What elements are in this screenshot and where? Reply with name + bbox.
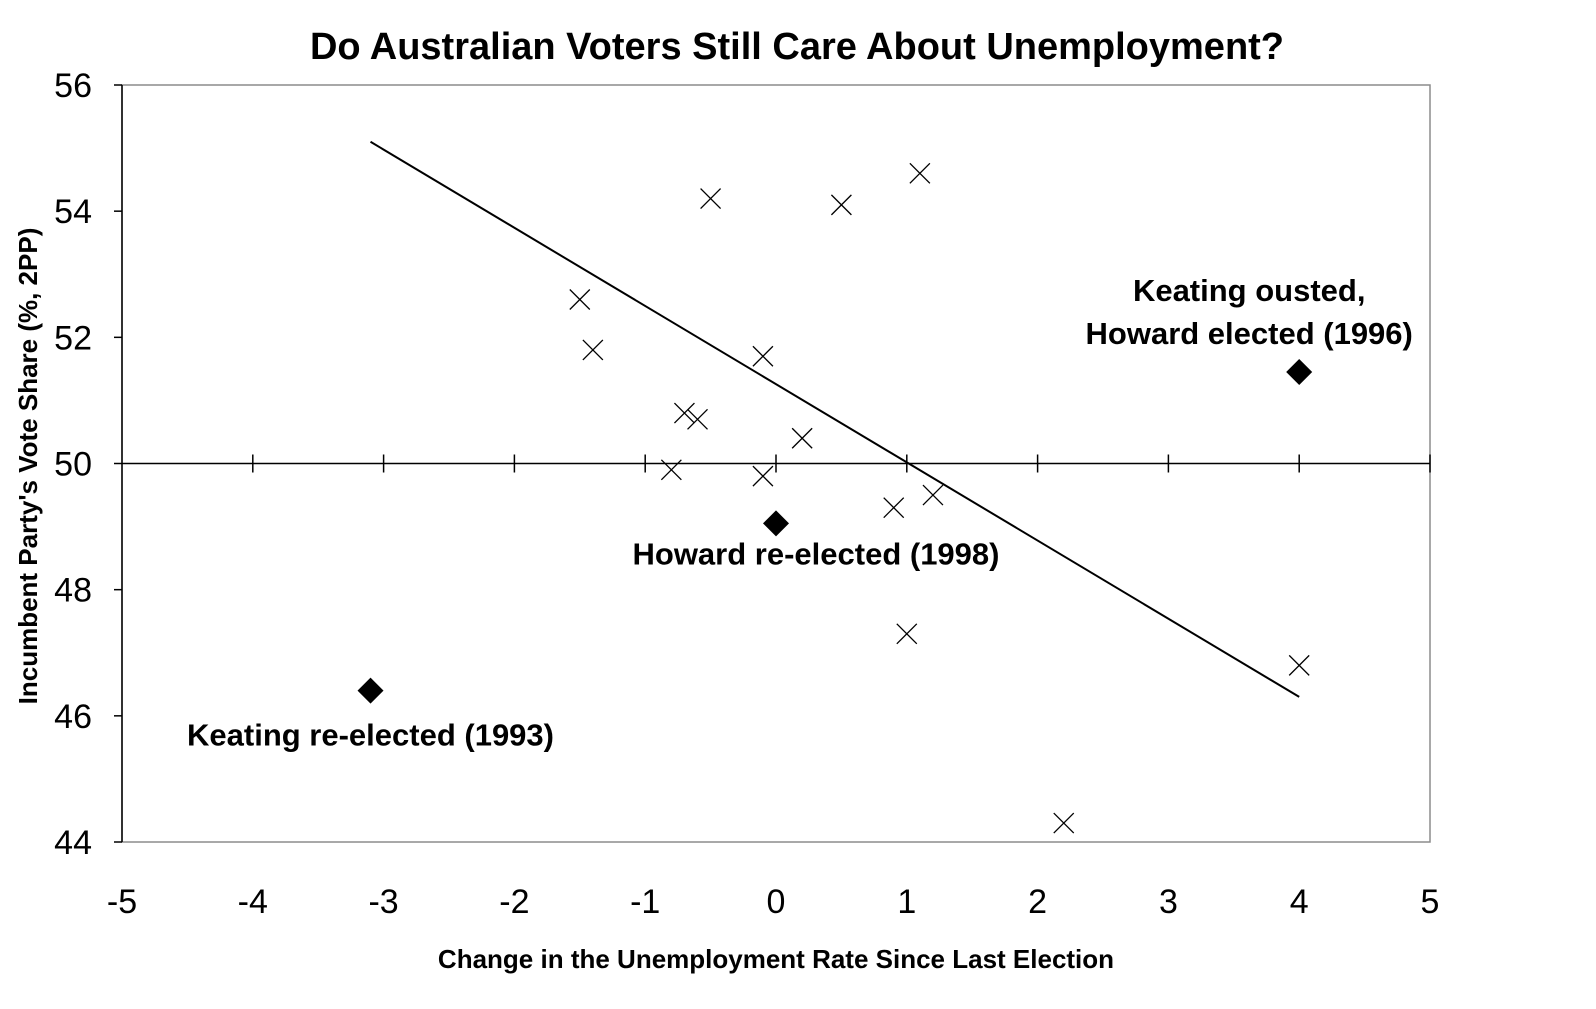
x-marker-point [1053,812,1075,834]
y-axis-title: Incumbent Party's Vote Share (%, 2PP) [13,228,43,705]
x-marker-point [922,484,944,506]
trendline-segment [370,140,1300,698]
x-tick-label: 4 [1290,883,1309,921]
y-tick-label: 52 [54,319,92,357]
x-marker-point [673,402,695,424]
x-tick-label: 3 [1159,883,1178,921]
x-axis-title: Change in the Unemployment Rate Since La… [438,944,1114,974]
x-tick-label: 1 [897,883,916,921]
x-marker-point [752,345,774,367]
x-tick-label: -2 [499,883,529,921]
x-marker-point [660,459,682,481]
point-annotation-line: Keating ousted, [1133,273,1366,308]
diamond-marker-point [763,510,789,537]
x-tick-label: 0 [767,883,786,921]
x-marker-point [687,408,708,430]
diamond-marker-series [357,359,1313,704]
x-marker-point [830,194,852,216]
x-tick-label: -3 [368,883,398,921]
x-tick-label: -1 [630,883,660,921]
x-tick-label: 2 [1028,883,1047,921]
x-marker-point [909,162,931,184]
x-marker-series [569,162,1310,834]
reference-line-ticks [252,454,1431,473]
x-marker-point [700,188,722,210]
x-marker-point [883,497,905,519]
x-marker-point [569,289,591,310]
diamond-marker-point [1286,359,1313,386]
trendline [370,140,1300,698]
x-marker-point [582,339,604,361]
y-tick-label: 56 [54,67,92,105]
x-marker-point [1288,654,1310,676]
point-annotation-line: Howard elected (1996) [1086,316,1413,351]
x-marker-point [896,623,918,645]
point-annotation: Keating re-elected (1993) [187,718,554,753]
x-marker-point [752,465,774,487]
annotations: Keating re-elected (1993) Howard re-elect… [187,273,1413,753]
y-tick-label: 48 [54,572,92,610]
x-marker-point [791,427,813,449]
y-tick-label: 44 [54,824,92,862]
y-tick-label: 46 [54,698,92,736]
x-tick-label: -4 [238,883,268,921]
x-axis: -5 -4 -3 -2 -1 0 1 2 3 4 5 [107,883,1440,921]
point-annotation: Howard re-elected (1998) [633,536,1000,571]
chart-title: Do Australian Voters Still Care About Un… [310,26,1284,68]
y-tick-label: 54 [54,193,92,231]
x-tick-label: 5 [1421,883,1440,921]
y-axis: 44 46 48 50 52 54 56 [54,67,123,862]
diamond-marker-point [357,677,384,704]
x-tick-label: -5 [107,883,137,921]
y-tick-label: 50 [54,446,92,484]
